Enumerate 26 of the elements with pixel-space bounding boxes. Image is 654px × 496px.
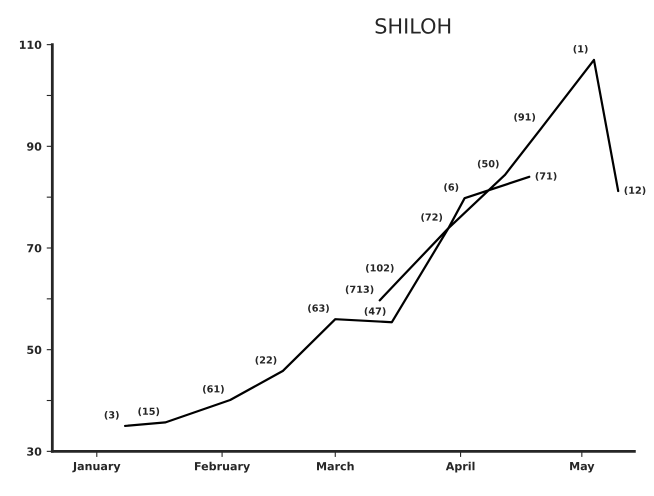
- y-tick-label: 90: [27, 142, 42, 151]
- y-tick-label: 110: [20, 40, 42, 50]
- x-tick-label: April: [446, 462, 474, 473]
- annotation: (6): [444, 183, 458, 192]
- annotation: (3): [104, 410, 119, 420]
- annotation: (61): [203, 385, 224, 394]
- annotation: (1): [574, 44, 588, 54]
- annotation: (72): [421, 213, 442, 222]
- y-tick-label: 30: [27, 447, 42, 456]
- annotation: (22): [256, 356, 276, 365]
- y-tick-label: 70: [27, 244, 42, 252]
- annotation: (50): [478, 160, 499, 168]
- x-tick-label: May: [570, 462, 594, 473]
- annotation: (71): [536, 172, 556, 181]
- x-tick-label: March: [317, 462, 354, 470]
- x-tick-label: January: [72, 462, 120, 473]
- annotation: (91): [514, 113, 536, 122]
- annotation: (713): [346, 285, 374, 294]
- annotation: (102): [366, 264, 394, 273]
- y-tick-label: 50: [27, 346, 42, 354]
- chart-title: SHILOH: [376, 18, 450, 34]
- x-tick-label: February: [194, 462, 250, 473]
- annotation: (63): [308, 304, 329, 313]
- annotation: (47): [364, 307, 386, 316]
- annotation: (12): [624, 186, 646, 196]
- annotation: (15): [138, 407, 160, 416]
